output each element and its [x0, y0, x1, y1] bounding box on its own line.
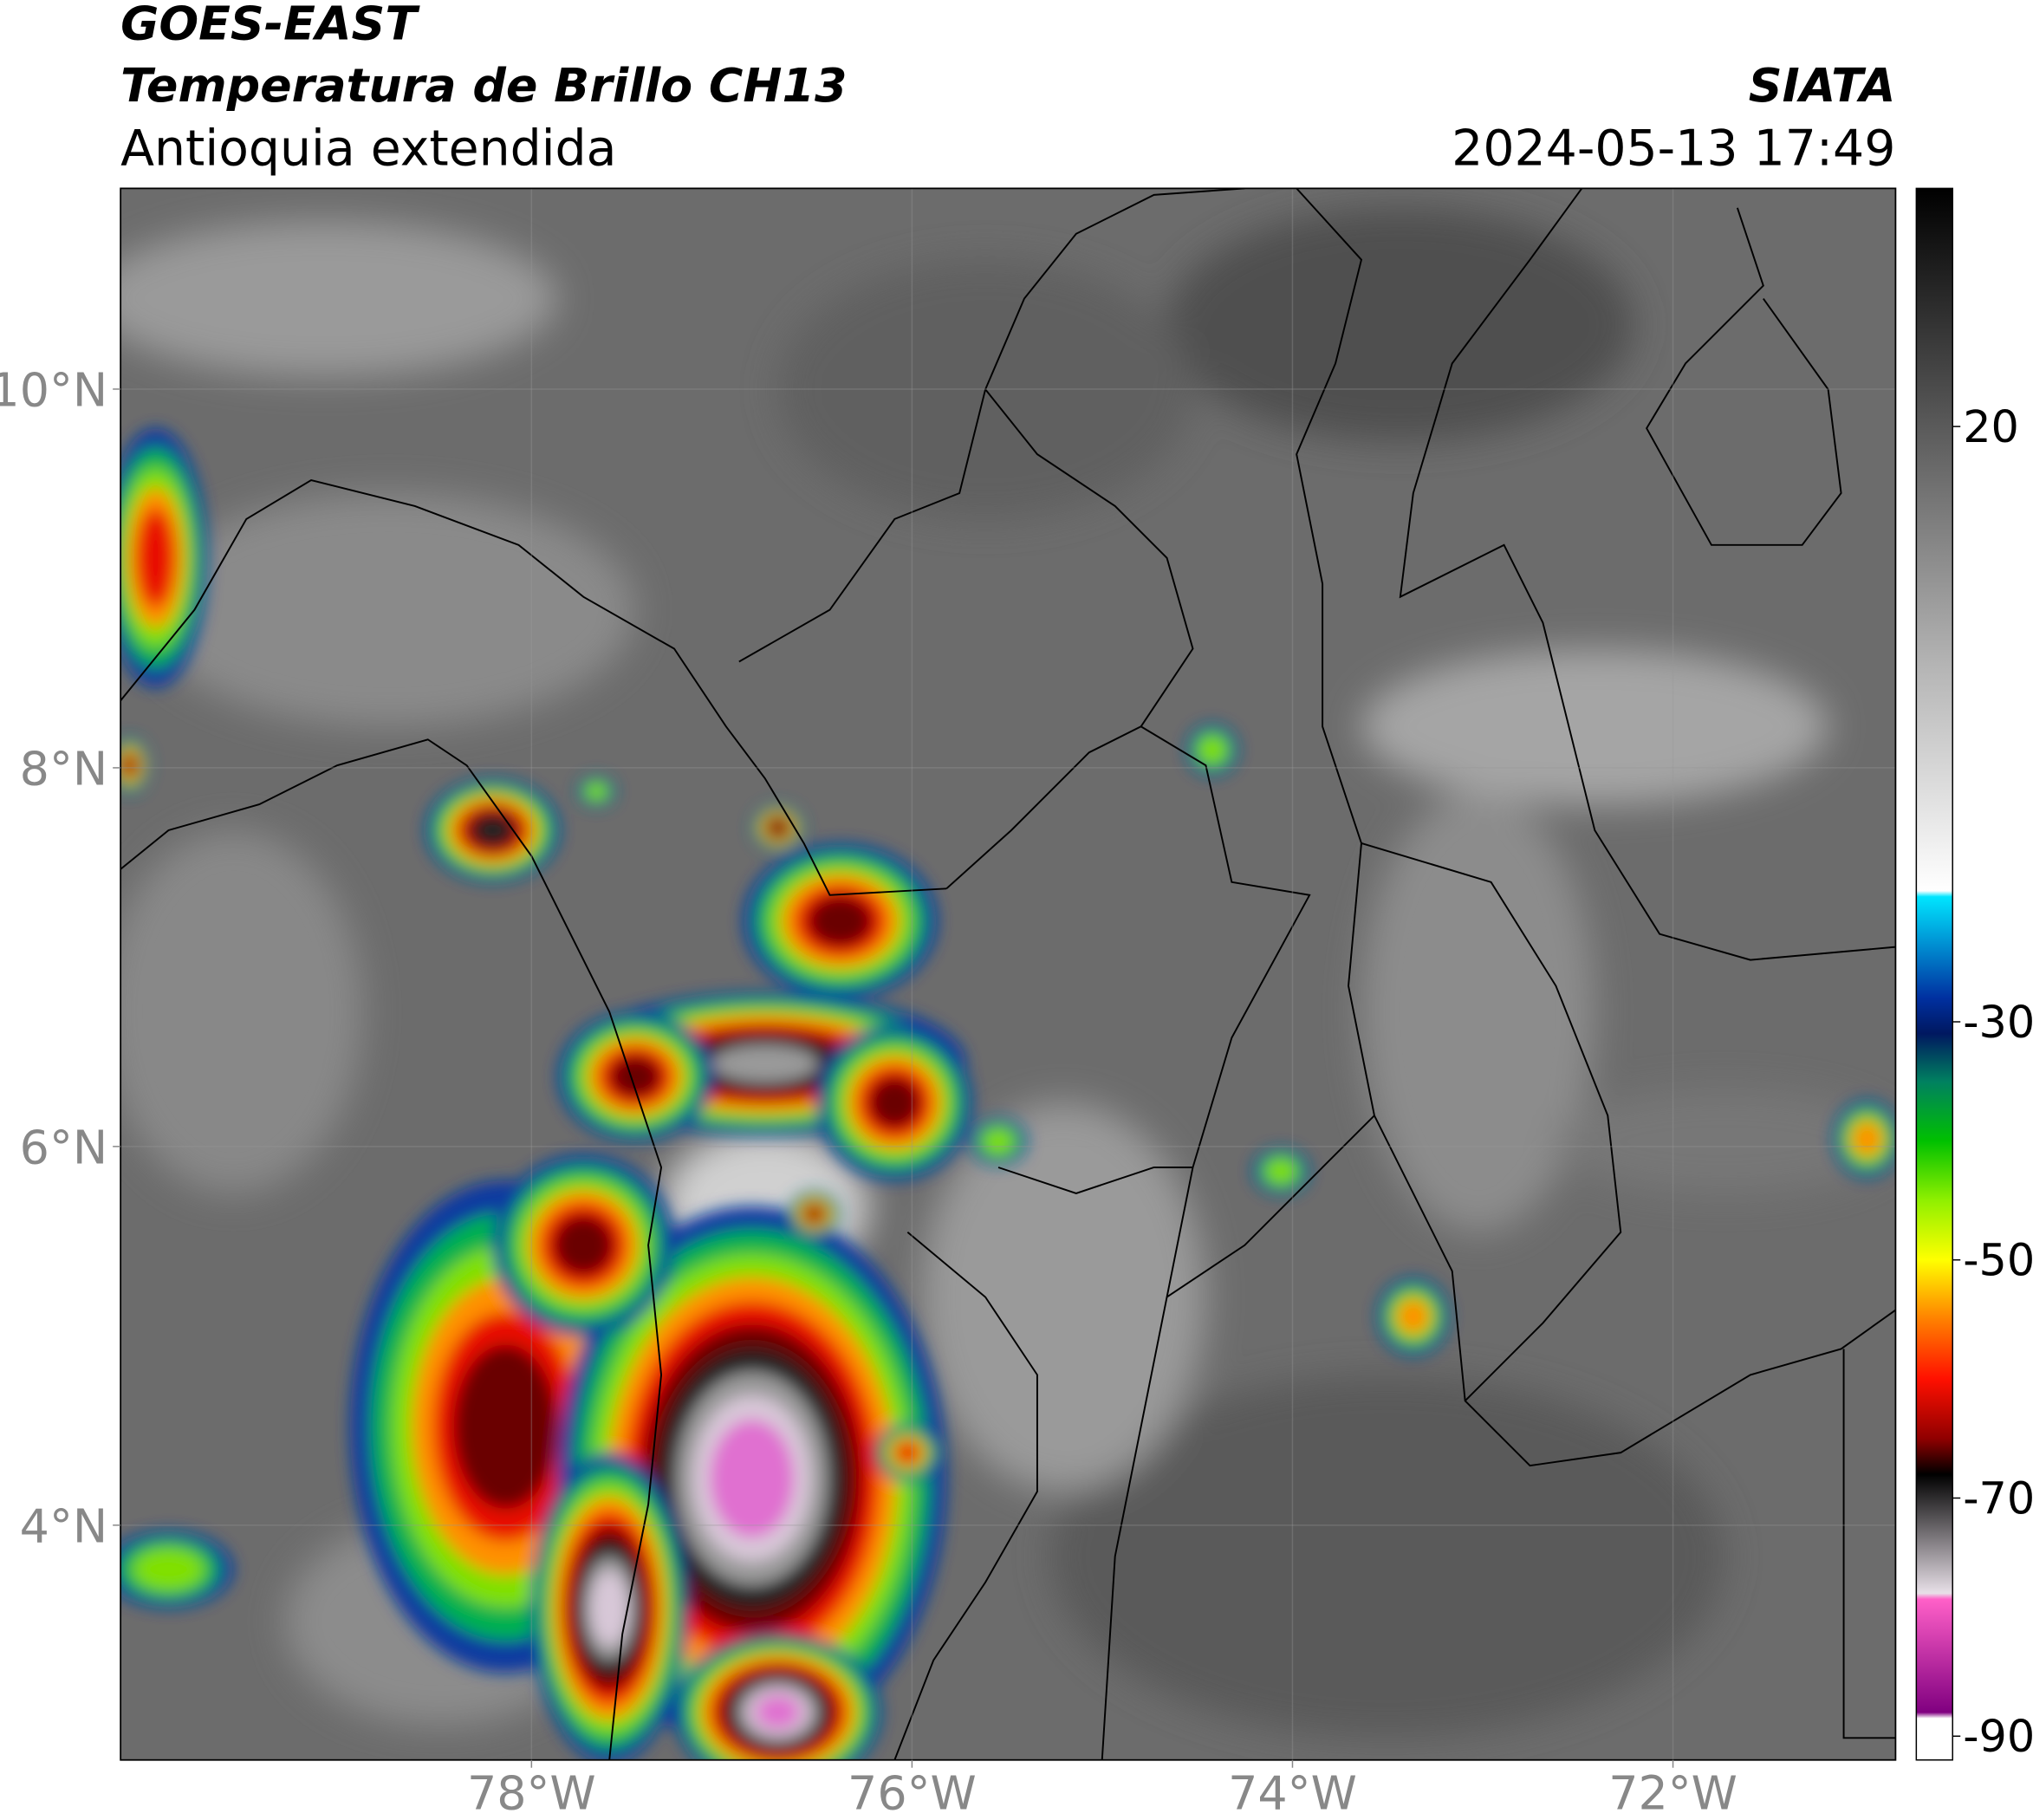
y-tick-label: 6°N [20, 1120, 107, 1174]
colorbar-tick-label: 20 [1963, 401, 2019, 452]
region: Antioquia extendida [120, 120, 616, 177]
source: SIATA [1749, 58, 1896, 113]
y-tick-label: 8°N [20, 741, 107, 796]
storm-layer [808, 894, 873, 947]
product: Temperatura de Brillo CH13 [120, 58, 847, 113]
y-tick-label: 10°N [0, 362, 107, 417]
colorbar-tick-label: -70 [1963, 1472, 2033, 1524]
colorbar [1915, 187, 1953, 1761]
storm-layer [1396, 1298, 1430, 1335]
datetime: 2024-05-13 17:49 [1452, 120, 1895, 177]
y-tick-label: 4°N [20, 1498, 107, 1553]
storm-layer [1198, 735, 1227, 764]
storm-layer [711, 1044, 818, 1082]
colorbar-ticks: 20 -30 -50 -70 -90 [1952, 401, 2033, 1762]
x-tick-label: 78°W [467, 1766, 596, 1820]
storm-layer [1264, 1158, 1297, 1185]
storm-layer [585, 783, 607, 801]
storm-layer [770, 821, 786, 835]
colorbar-tick-label: -90 [1963, 1711, 2033, 1762]
cloud-texture [120, 207, 1893, 1739]
colorbar-tick-label: -50 [1963, 1235, 2033, 1286]
storm-layer [472, 815, 513, 846]
storm-layer [453, 1344, 558, 1509]
storm-layer [868, 1076, 921, 1129]
convective-cells [120, 428, 1896, 1760]
storm-layer [590, 1570, 628, 1646]
storm-layer [709, 1419, 795, 1538]
storm-layer [609, 1055, 662, 1099]
map-frame [120, 187, 1897, 1761]
borders [120, 188, 1896, 1760]
storm-layer [982, 1128, 1015, 1155]
x-tick-label: 74°W [1228, 1766, 1357, 1820]
x-tick-label: 76°W [848, 1766, 977, 1820]
storm-layer [894, 1441, 920, 1464]
storm-layer [805, 1206, 823, 1222]
map [120, 188, 1896, 1760]
storm-layer [755, 1694, 801, 1729]
storm-layer [135, 508, 176, 608]
storm-layer [132, 1547, 205, 1591]
storm-layer [553, 1214, 614, 1276]
storm-layer [123, 756, 137, 776]
grid [120, 188, 1896, 1760]
storm-layer [1851, 1121, 1883, 1157]
colorbar-tick-label: -30 [1963, 997, 2033, 1048]
x-tick-label: 72°W [1608, 1766, 1737, 1820]
satellite: GOES-EAST [120, 0, 420, 50]
axis-ticks: 78°W 76°W 74°W 72°W 4°N 6°N 8°N 10°N [0, 362, 1737, 1820]
